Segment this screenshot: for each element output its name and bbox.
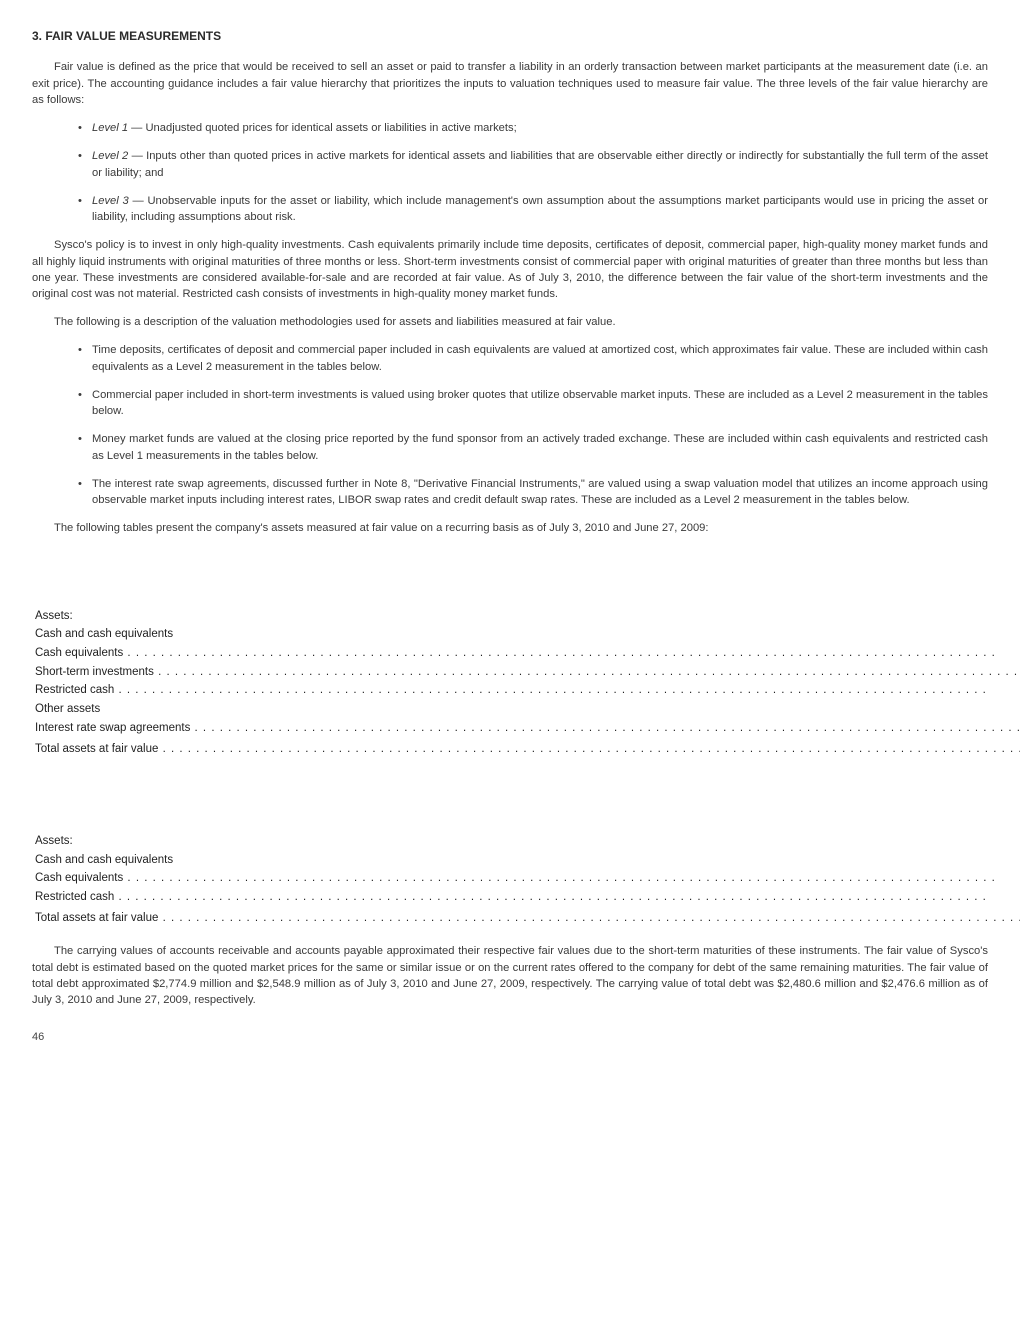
method-item: Commercial paper included in short-term … — [78, 387, 988, 419]
row-label: Interest rate swap agreements — [35, 722, 190, 734]
row-label: Assets: — [32, 832, 1020, 851]
fair-value-table-2010: Assets Measured at Fair Value as of July… — [32, 549, 1020, 760]
method-item: The interest rate swap agreements, discu… — [78, 476, 988, 508]
level-definitions-list: Level 1 — Unadjusted quoted prices for i… — [32, 120, 988, 225]
row-label: Cash equivalents — [35, 872, 123, 884]
level-term: Level 2 — [92, 150, 128, 162]
methods-list: Time deposits, certificates of deposit a… — [32, 342, 988, 508]
intro-paragraph: Fair value is defined as the price that … — [32, 59, 988, 108]
level-item: Level 3 — Unobservable inputs for the as… — [78, 193, 988, 225]
row-label: Assets: — [32, 607, 1020, 626]
table-row: Cash equivalents $225,400 $199,047 $— $4… — [32, 644, 1020, 663]
row-label: Restricted cash — [35, 891, 114, 903]
table-row: Restricted cash 124,488 — — 124,488 — [32, 681, 1020, 700]
level-term: Level 1 — [92, 122, 128, 134]
row-label: Total assets at fair value — [35, 912, 158, 924]
table-row: Restricted cash 93,858 — — 93,858 — [32, 888, 1020, 907]
row-label: Restricted cash — [35, 684, 114, 696]
fair-value-table-2009: Assets Measured at Fair Value as of June… — [32, 774, 1020, 929]
table-total-row: Total assets at fair value $349,888 $233… — [32, 738, 1020, 759]
level-text: — Unobservable inputs for the asset or l… — [92, 195, 988, 223]
level-item: Level 2 — Inputs other than quoted price… — [78, 148, 988, 180]
level-text: — Inputs other than quoted prices in act… — [92, 150, 988, 178]
row-label: Cash and cash equivalents — [32, 625, 1020, 644]
row-label: Cash and cash equivalents — [32, 851, 1020, 870]
row-label: Other assets — [32, 700, 1020, 719]
level-text: — Unadjusted quoted prices for identical… — [128, 122, 517, 134]
table-total-row: Total assets at fair value $815,568 $117… — [32, 907, 1020, 928]
page-number: 46 — [32, 1030, 988, 1046]
level-term: Level 3 — [92, 195, 129, 207]
table-row: Interest rate swap agreements — 11,045 —… — [32, 719, 1020, 738]
method-item: Money market funds are valued at the clo… — [78, 431, 988, 463]
method-item: Time deposits, certificates of deposit a… — [78, 342, 988, 374]
level-item: Level 1 — Unadjusted quoted prices for i… — [78, 120, 988, 136]
row-label: Short-term investments — [35, 666, 154, 678]
policy-paragraph: Sysco's policy is to invest in only high… — [32, 237, 988, 302]
table-row: Cash equivalents $721,710 $117,844 $— $8… — [32, 869, 1020, 888]
methods-intro: The following is a description of the va… — [32, 314, 988, 330]
row-label: Total assets at fair value — [35, 743, 158, 755]
tables-intro: The following tables present the company… — [32, 520, 988, 536]
table-row: Short-term investments — 23,511 — 23,511 — [32, 663, 1020, 682]
closing-paragraph: The carrying values of accounts receivab… — [32, 943, 988, 1008]
row-label: Cash equivalents — [35, 647, 123, 659]
section-heading: 3. FAIR VALUE MEASUREMENTS — [32, 28, 988, 45]
